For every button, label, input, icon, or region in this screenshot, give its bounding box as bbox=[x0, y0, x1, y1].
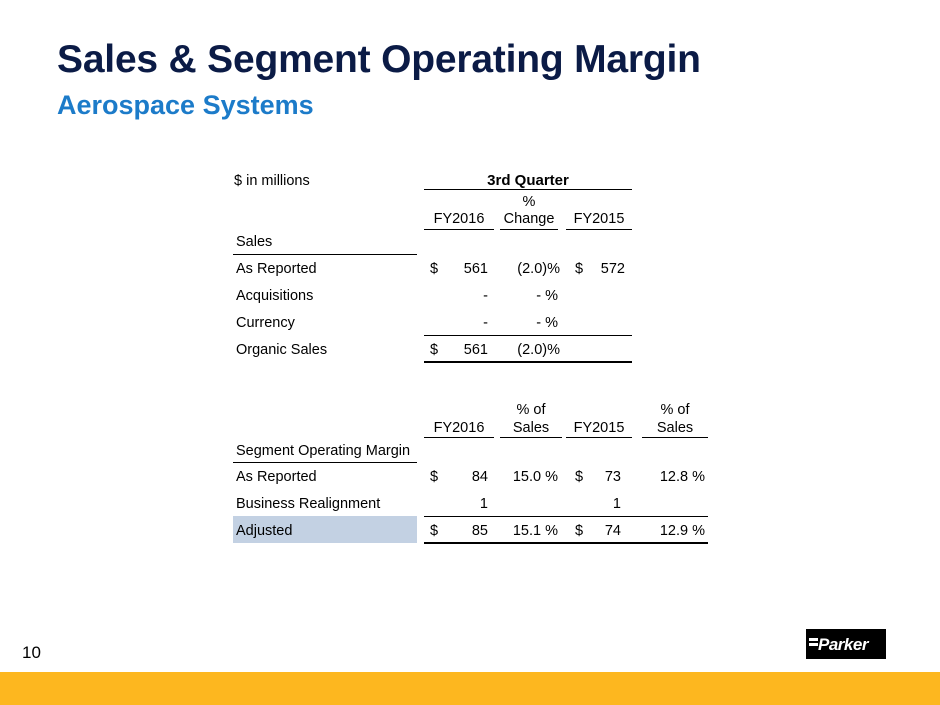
sales-col-fy2016: FY2016 bbox=[433, 211, 485, 227]
margin-col-pct2-line1: % of bbox=[660, 402, 690, 418]
margin-col-fy2015: FY2015 bbox=[573, 420, 625, 436]
currency-symbol: $ bbox=[575, 469, 584, 485]
footer-bar bbox=[0, 672, 940, 705]
currency-symbol: $ bbox=[575, 523, 584, 539]
parker-logo: Parker bbox=[806, 629, 886, 659]
sales-col-change-line1: % bbox=[522, 194, 536, 210]
subtotal-line bbox=[424, 335, 632, 336]
units-label: $ in millions bbox=[234, 173, 310, 189]
section-underline bbox=[233, 254, 417, 255]
margin-col-fy2016: FY2016 bbox=[433, 420, 485, 436]
header-underline bbox=[500, 229, 558, 230]
value-fy2015: 74 bbox=[604, 523, 621, 539]
table-row-label: Business Realignment bbox=[236, 496, 381, 512]
period-header: 3rd Quarter bbox=[487, 172, 569, 189]
sales-section-label: Sales bbox=[236, 234, 273, 250]
header-underline bbox=[566, 229, 632, 230]
table-row-label: As Reported bbox=[236, 469, 317, 485]
total-double-line bbox=[424, 361, 632, 363]
logo-text: Parker bbox=[818, 635, 870, 654]
subtotal-line bbox=[424, 516, 708, 517]
value-fy2015: 1 bbox=[612, 496, 621, 512]
table-row-label: As Reported bbox=[236, 261, 317, 277]
value-fy2015: 73 bbox=[604, 469, 621, 485]
currency-symbol: $ bbox=[430, 523, 439, 539]
currency-symbol: $ bbox=[430, 261, 439, 277]
value-fy2016: - bbox=[483, 315, 488, 331]
page-title: Sales & Segment Operating Margin bbox=[57, 38, 701, 81]
header-underline bbox=[424, 229, 494, 230]
value-pct2: 12.9 % bbox=[659, 523, 705, 539]
currency-symbol: $ bbox=[575, 261, 584, 277]
value-fy2016: 1 bbox=[479, 496, 488, 512]
total-double-line bbox=[424, 542, 708, 544]
value-change: (2.0)% bbox=[517, 261, 560, 277]
header-underline bbox=[566, 437, 632, 438]
value-pct1: 15.0 % bbox=[512, 469, 558, 485]
margin-col-pct1-line1: % of bbox=[516, 402, 546, 418]
table-row-label: Organic Sales bbox=[236, 342, 328, 358]
page-subtitle: Aerospace Systems bbox=[57, 90, 314, 120]
row-highlight bbox=[233, 516, 417, 543]
value-change: (2.0)% bbox=[517, 342, 560, 358]
currency-symbol: $ bbox=[430, 469, 439, 485]
value-pct1: 15.1 % bbox=[512, 523, 558, 539]
table-row-label: Adjusted bbox=[236, 523, 293, 539]
margin-col-pct1-line2: Sales bbox=[512, 420, 550, 436]
header-underline bbox=[424, 437, 494, 438]
sales-col-fy2015: FY2015 bbox=[573, 211, 625, 227]
page-number: 10 bbox=[22, 643, 41, 662]
value-fy2016: 561 bbox=[463, 342, 488, 358]
value-change: - % bbox=[536, 315, 558, 331]
margin-col-pct2-line2: Sales bbox=[656, 420, 694, 436]
table-row-label: Currency bbox=[236, 315, 295, 331]
table-row-label: Acquisitions bbox=[236, 288, 314, 304]
currency-symbol: $ bbox=[430, 342, 439, 358]
margin-section-label: Segment Operating Margin bbox=[236, 443, 411, 459]
section-underline bbox=[233, 462, 417, 463]
value-fy2016: - bbox=[483, 288, 488, 304]
value-fy2016: 85 bbox=[471, 523, 488, 539]
header-underline bbox=[642, 437, 708, 438]
header-underline bbox=[500, 437, 562, 438]
value-pct2: 12.8 % bbox=[659, 469, 705, 485]
value-fy2016: 84 bbox=[471, 469, 488, 485]
value-change: - % bbox=[536, 288, 558, 304]
period-underline bbox=[424, 189, 632, 190]
value-fy2016: 561 bbox=[463, 261, 488, 277]
value-fy2015: 572 bbox=[600, 261, 625, 277]
sales-col-change-line2: Change bbox=[503, 211, 555, 227]
